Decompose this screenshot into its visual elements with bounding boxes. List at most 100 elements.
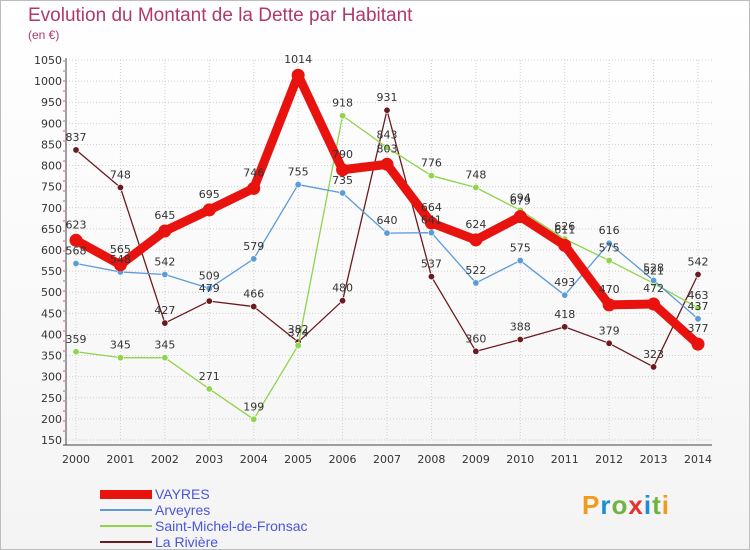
y-tick-label: 550 [41,265,62,278]
data-point [161,354,169,362]
data-label: 931 [377,91,398,104]
data-label: 480 [332,282,353,295]
legend-swatch [100,489,152,499]
data-label: 755 [288,166,309,179]
data-label: 522 [465,264,486,277]
data-point [116,354,124,362]
data-point [250,255,258,263]
data-label: 565 [110,243,131,256]
y-tick-label: 450 [41,307,62,320]
data-label: 360 [465,332,486,345]
y-tick-label: 150 [41,434,62,447]
x-tick-label: 2010 [506,453,534,466]
legend-swatch [100,525,152,527]
x-tick-label: 2004 [240,453,268,466]
y-tick-label: 900 [41,117,62,130]
x-tick-label: 2003 [195,453,223,466]
legend-swatch [100,541,152,543]
data-label: 679 [510,195,531,208]
data-point [472,279,480,287]
data-point [427,172,435,180]
y-tick-label: 350 [41,350,62,363]
data-label: 377 [688,322,709,335]
data-label: 748 [110,169,131,182]
data-label: 694 [510,191,531,204]
data-label: 374 [288,326,309,339]
data-point [336,163,350,177]
data-label: 199 [243,400,264,413]
x-tick-label: 2014 [684,453,712,466]
x-tick-label: 2005 [284,453,312,466]
data-point [161,270,169,278]
legend-label: Arveyres [155,502,211,518]
data-label: 509 [199,269,220,282]
data-point [472,347,480,355]
data-point [72,146,80,154]
data-label: 359 [66,333,87,346]
data-label: 843 [377,128,398,141]
data-point [247,181,261,195]
data-label: 837 [66,131,87,144]
data-point [294,181,302,189]
x-tick-label: 2013 [640,453,668,466]
y-tick-label: 1050 [34,54,62,67]
data-label: 437 [688,300,709,313]
x-tick-label: 2000 [62,453,90,466]
y-tick-label: 750 [41,181,62,194]
data-point [694,315,702,323]
data-point [383,106,391,114]
data-label: 735 [332,174,353,187]
data-label: 463 [688,289,709,302]
data-label: 664 [421,201,442,214]
legend-label: La Rivière [155,534,219,550]
y-tick-label: 500 [41,286,62,299]
data-label: 271 [199,370,220,383]
data-label: 803 [377,142,398,155]
data-label: 568 [66,245,87,258]
data-point [472,184,480,192]
data-point [691,337,705,351]
data-label: 1014 [284,53,312,66]
y-tick-label: 700 [41,202,62,215]
data-point [605,339,613,347]
data-label: 537 [421,258,442,271]
y-tick-label: 950 [41,96,62,109]
x-tick-label: 2011 [551,453,579,466]
data-label: 382 [288,323,309,336]
x-tick-label: 2007 [373,453,401,466]
data-point [113,258,127,272]
data-point [561,291,569,299]
data-point [694,304,702,312]
data-label: 624 [465,218,486,231]
proxiti-logo: Proxiti [582,490,670,520]
data-label: 575 [510,242,531,255]
data-point [424,216,438,230]
data-point [380,157,394,171]
data-label: 575 [599,242,620,255]
data-point [72,348,80,356]
legend-label: Saint-Michel-de-Fronsac [155,518,308,534]
y-tick-label: 200 [41,413,62,426]
data-label: 695 [199,188,220,201]
data-point [72,260,80,268]
data-label: 479 [199,282,220,295]
data-point [161,319,169,327]
chart-series [69,68,705,423]
y-tick-label: 850 [41,138,62,151]
chart-axes: 150 200 250 300 350 400 450 500 550 600 650 700 750 8… [34,54,712,466]
x-tick-label: 2001 [106,453,134,466]
data-label: 611 [554,223,575,236]
data-label: 379 [599,324,620,337]
data-label: 323 [643,348,664,361]
data-point [205,297,213,305]
data-label: 776 [421,157,442,170]
data-point [383,229,391,237]
data-point [561,323,569,331]
x-tick-label: 2009 [462,453,490,466]
y-tick-label: 650 [41,223,62,236]
data-point [647,297,661,311]
data-point [294,341,302,349]
data-label: 418 [554,308,575,321]
data-point [69,233,83,247]
data-label: 579 [243,240,264,253]
